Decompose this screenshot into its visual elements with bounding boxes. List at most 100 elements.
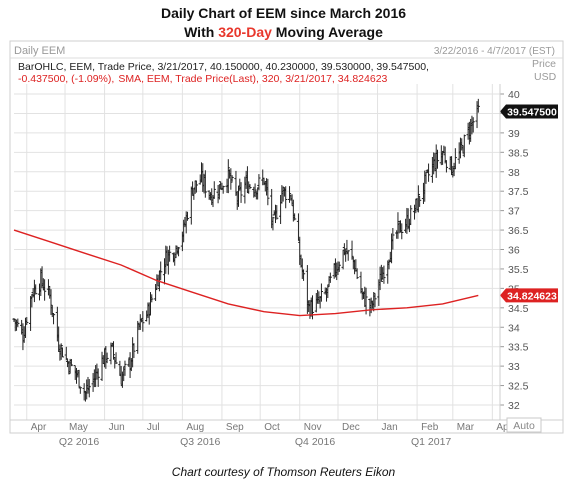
y-tick-label: 32.5 (508, 381, 529, 393)
auto-label: Auto (513, 420, 535, 432)
y-tick-label: 38 (508, 167, 520, 179)
ohlc-bar (230, 175, 234, 182)
ohlc-bar (229, 168, 233, 190)
ohlc-bar (16, 318, 20, 328)
month-label: Dec (342, 422, 360, 433)
month-label: Apr (496, 422, 512, 433)
ohlc-bar (221, 185, 225, 194)
sma-info: SMA, EEM, Trade Price(Last), 320, 3/21/2… (118, 73, 387, 85)
ohlc-bar (105, 352, 109, 364)
auto-button[interactable] (506, 417, 542, 433)
ohlc-bar (51, 313, 56, 325)
ohlc-bar (78, 387, 82, 394)
ohlc-bar (266, 178, 270, 206)
y-tick-label: 35.5 (508, 264, 529, 276)
chart-title-block: Daily Chart of EEM since March 2016 With… (0, 0, 567, 42)
sma-line (13, 229, 479, 317)
ohlc-bar (60, 347, 65, 358)
subtitle-suffix: Moving Average (271, 24, 383, 40)
month-label: May (69, 422, 88, 433)
ohlc-bar (176, 246, 181, 257)
ohlc-bar (319, 283, 324, 302)
quarter-label: Q4 2016 (295, 436, 335, 448)
y-tick-label: 40 (508, 89, 520, 101)
ohlc-bar (476, 98, 480, 113)
ohlc-bar (409, 205, 413, 226)
month-label: Jan (382, 422, 398, 433)
ohlc-bar (271, 216, 275, 231)
ohlc-bar (400, 223, 404, 240)
month-label: Feb (421, 422, 439, 433)
ohlc-bar (257, 174, 261, 191)
ohlc-bar (248, 184, 252, 190)
ohlc-bar (372, 292, 376, 312)
ohlc-info: BarOHLC, EEM, Trade Price, 3/21/2017, 40… (18, 61, 429, 73)
ohlc-bar (337, 261, 341, 272)
price-chart: Daily EEM 3/22/2016 - 4/7/2017 (EST) Bar… (9, 40, 564, 448)
currency-axis-title: USD (534, 71, 557, 83)
ohlc-bar (444, 160, 449, 173)
month-label: Jul (147, 422, 160, 433)
ohlc-bar (153, 284, 158, 301)
ohlc-bar (253, 183, 257, 197)
y-tick-label: 39 (508, 128, 520, 140)
chart-title: Daily Chart of EEM since March 2016 (160, 5, 407, 21)
ohlc-bar (301, 269, 306, 281)
ohlc-bar (435, 149, 440, 169)
ohlc-bar (453, 148, 457, 170)
ohlc-bar (111, 341, 116, 360)
ohlc-bar (391, 228, 395, 250)
chart-caption: Chart courtesy of Thomson Reuters Eikon (171, 465, 396, 479)
ohlc-bar (355, 268, 359, 280)
sma-info-line: -0.437500, (-1.09%), SMA, EEM, Trade Pric… (18, 73, 388, 85)
ohlc-bar (114, 352, 118, 365)
ohlc-bar (382, 265, 386, 284)
x-axis: Apr May Jun Jul Aug Sep Oct Nov Dec Jan Feb Mar Apr Q… (31, 422, 513, 448)
ohlc-bar (346, 250, 350, 261)
ohlc-bar (147, 302, 151, 325)
y-tick-label: 37 (508, 206, 520, 218)
month-label: Jun (109, 422, 125, 433)
ohlc-bar (284, 186, 288, 209)
ohlc-bar (132, 343, 136, 359)
ohlc-bar (141, 311, 145, 332)
quarter-label: Q2 2016 (59, 436, 99, 448)
ohlc-bar (25, 317, 29, 325)
ohlc-bar (69, 358, 74, 367)
ohlc-bar (212, 181, 216, 199)
ohlc-bar (471, 117, 475, 133)
panel-name: Daily EEM (14, 45, 65, 57)
ohlc-bar (150, 294, 154, 303)
price-axis-title: Price (532, 58, 556, 70)
chart-frame (9, 40, 564, 434)
ohlc-bar (350, 240, 354, 260)
ohlc-bar (293, 213, 297, 221)
ohlc-bar (426, 163, 431, 182)
date-range: 3/22/2016 - 4/7/2017 (EST) (434, 46, 555, 57)
y-tick-label: 36 (508, 245, 520, 257)
ohlc-bar (87, 379, 91, 398)
ohlc-bar (185, 211, 190, 221)
price-bars (12, 98, 480, 402)
ohlc-bar (123, 360, 127, 376)
last-price-tag-label: 39.547500 (507, 106, 557, 118)
chart-subtitle: With 320-Day Moving Average (0, 23, 567, 42)
y-tick-label: 32 (508, 400, 520, 412)
ohlc-bar (328, 272, 332, 283)
ohlc-bar (239, 182, 243, 203)
last-price-tag-bg (500, 104, 558, 119)
ohlc-bar (174, 245, 178, 259)
y-tick-label: 34 (508, 322, 520, 334)
y-tick-label: 34.5 (508, 303, 529, 315)
ohlc-bar (43, 279, 47, 301)
price-change: -0.437500, (-1.09%), (18, 73, 114, 85)
ohlc-bar (203, 170, 207, 198)
y-tick-label: 36.5 (508, 225, 529, 237)
y-tick-label: 33.5 (508, 342, 529, 354)
month-label: Nov (304, 422, 322, 433)
ohlc-bar (159, 261, 163, 281)
ohlc-bar (416, 185, 420, 213)
month-label: Oct (264, 422, 280, 433)
ohlc-bar (418, 195, 422, 207)
ohlc-bar (34, 284, 38, 295)
